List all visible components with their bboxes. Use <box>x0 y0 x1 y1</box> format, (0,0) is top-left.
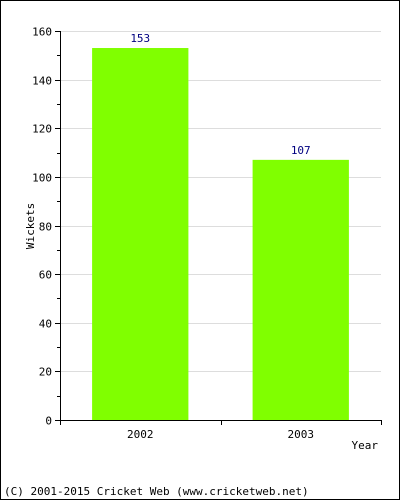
bar-2002 <box>92 48 189 421</box>
y-tick-label: 40 <box>39 318 52 331</box>
y-axis-title: Wickets <box>24 203 37 249</box>
bar-value-label: 153 <box>130 32 150 45</box>
bars <box>92 48 349 421</box>
labels: 0 20 40 60 80 100 120 140 160 153 2002 107 2003 <box>32 26 314 442</box>
bar-2003 <box>252 159 349 420</box>
y-tick-label: 120 <box>32 123 52 136</box>
y-tick-label: 100 <box>32 172 52 185</box>
y-tick-label: 80 <box>39 221 52 234</box>
copyright-footer: (C) 2001-2015 Cricket Web (www.cricketwe… <box>4 485 309 498</box>
y-tick-label: 20 <box>39 366 52 379</box>
bar-value-label: 107 <box>291 144 311 157</box>
y-tick-label: 160 <box>32 26 52 39</box>
y-tick-label: 60 <box>39 269 52 282</box>
y-tick-label: 0 <box>45 415 52 428</box>
x-tick-label: 2003 <box>288 428 315 441</box>
x-axis-title: Year <box>352 439 379 452</box>
y-tick-label: 140 <box>32 75 52 88</box>
x-tick-label: 2002 <box>127 428 154 441</box>
axes <box>55 31 382 425</box>
